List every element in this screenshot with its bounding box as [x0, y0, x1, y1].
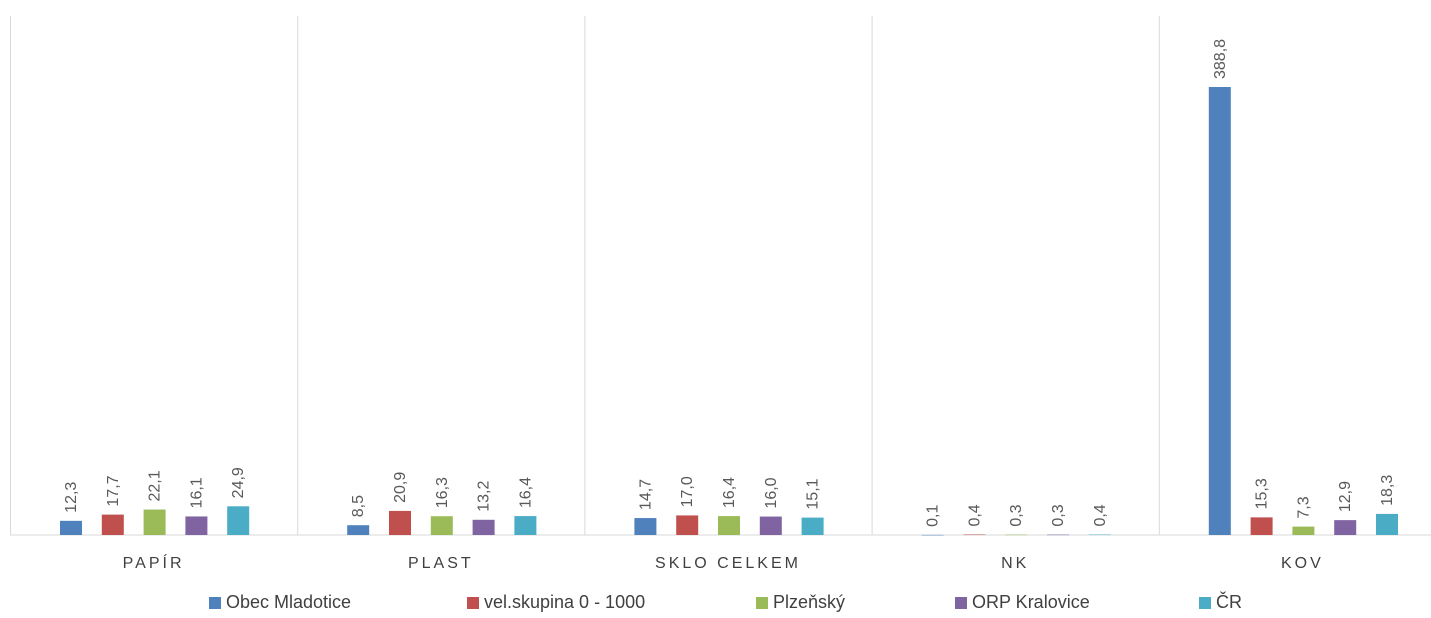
- bar: [1088, 534, 1111, 536]
- data-label: 16,3: [434, 477, 451, 508]
- bar: [634, 518, 657, 535]
- legend-item: Plzeňský: [756, 592, 845, 613]
- category-label: PAPÍR: [123, 553, 185, 572]
- bar: [1047, 534, 1069, 536]
- legend: Obec Mladotice vel.skupina 0 - 1000 Plzeňs…: [0, 592, 1431, 618]
- data-label: 388,8: [1212, 39, 1229, 79]
- bar: [1250, 517, 1273, 535]
- legend-swatch: [209, 596, 221, 609]
- data-label: 20,9: [392, 472, 409, 503]
- legend-swatch: [955, 596, 967, 609]
- legend-label: Plzeňský: [773, 592, 846, 612]
- legend-label: vel.skupina 0 - 1000: [484, 592, 646, 612]
- legend-label: ORP Kralovice: [972, 592, 1090, 612]
- bar: [963, 534, 986, 536]
- chart: PAPÍR 12,3 17,7 22,1 16,1 24,9 PLAST 8,5 20,9 16,…: [10, 16, 1431, 572]
- data-label: 0,4: [1092, 504, 1109, 526]
- data-label: 7,3: [1295, 496, 1312, 518]
- bar: [1208, 87, 1231, 535]
- legend-item: ORP Kralovice: [955, 592, 1090, 613]
- bar: [60, 520, 82, 535]
- data-label: 16,0: [763, 477, 780, 508]
- legend-item: Obec Mladotice: [209, 592, 351, 613]
- bar: [430, 516, 453, 535]
- bar: [185, 516, 208, 535]
- data-label: 13,2: [476, 481, 493, 512]
- bar: [1334, 520, 1357, 535]
- data-label: 16,4: [721, 477, 738, 508]
- legend-swatch: [467, 596, 479, 609]
- legend-item: vel.skupina 0 - 1000: [467, 592, 645, 613]
- data-label: 22,1: [147, 470, 164, 501]
- bar: [718, 516, 740, 535]
- bar: [921, 534, 944, 536]
- bar: [676, 515, 699, 535]
- data-label: 0,3: [1050, 504, 1067, 526]
- bar: [514, 516, 537, 535]
- data-label: 14,7: [637, 479, 654, 510]
- category-label: PLAST: [408, 555, 474, 572]
- category-label: NK: [1001, 555, 1029, 572]
- data-label: 15,3: [1254, 478, 1271, 509]
- bar: [227, 506, 250, 535]
- data-label: 16,1: [188, 477, 205, 508]
- data-label: 12,3: [63, 482, 80, 513]
- bar: [347, 525, 370, 535]
- legend-label: ČR: [1216, 592, 1242, 612]
- bar: [1292, 526, 1315, 535]
- bar: [1376, 513, 1398, 535]
- data-label: 12,9: [1337, 481, 1354, 512]
- data-label: 0,4: [966, 504, 983, 526]
- data-label: 0,3: [1008, 504, 1025, 526]
- data-label: 24,9: [230, 467, 247, 498]
- category-label: KOV: [1281, 555, 1324, 572]
- legend-swatch: [1199, 596, 1211, 609]
- bar: [101, 514, 124, 535]
- bar: [472, 519, 495, 535]
- bar: [759, 516, 782, 535]
- bar: [1005, 534, 1028, 536]
- bar: [389, 510, 411, 535]
- data-label: 17,7: [105, 475, 122, 506]
- data-label: 16,4: [517, 477, 534, 508]
- data-label: 17,0: [679, 476, 696, 507]
- data-label: 18,3: [1379, 475, 1396, 506]
- data-label: 8,5: [350, 495, 367, 517]
- category-label: SKLO CELKEM: [655, 555, 801, 572]
- legend-label: Obec Mladotice: [226, 592, 352, 612]
- bar: [801, 517, 824, 535]
- bar: [143, 509, 166, 535]
- data-label: 15,1: [805, 478, 822, 509]
- legend-item: ČR: [1199, 592, 1242, 613]
- legend-swatch: [756, 596, 768, 609]
- data-label: 0,1: [925, 505, 942, 527]
